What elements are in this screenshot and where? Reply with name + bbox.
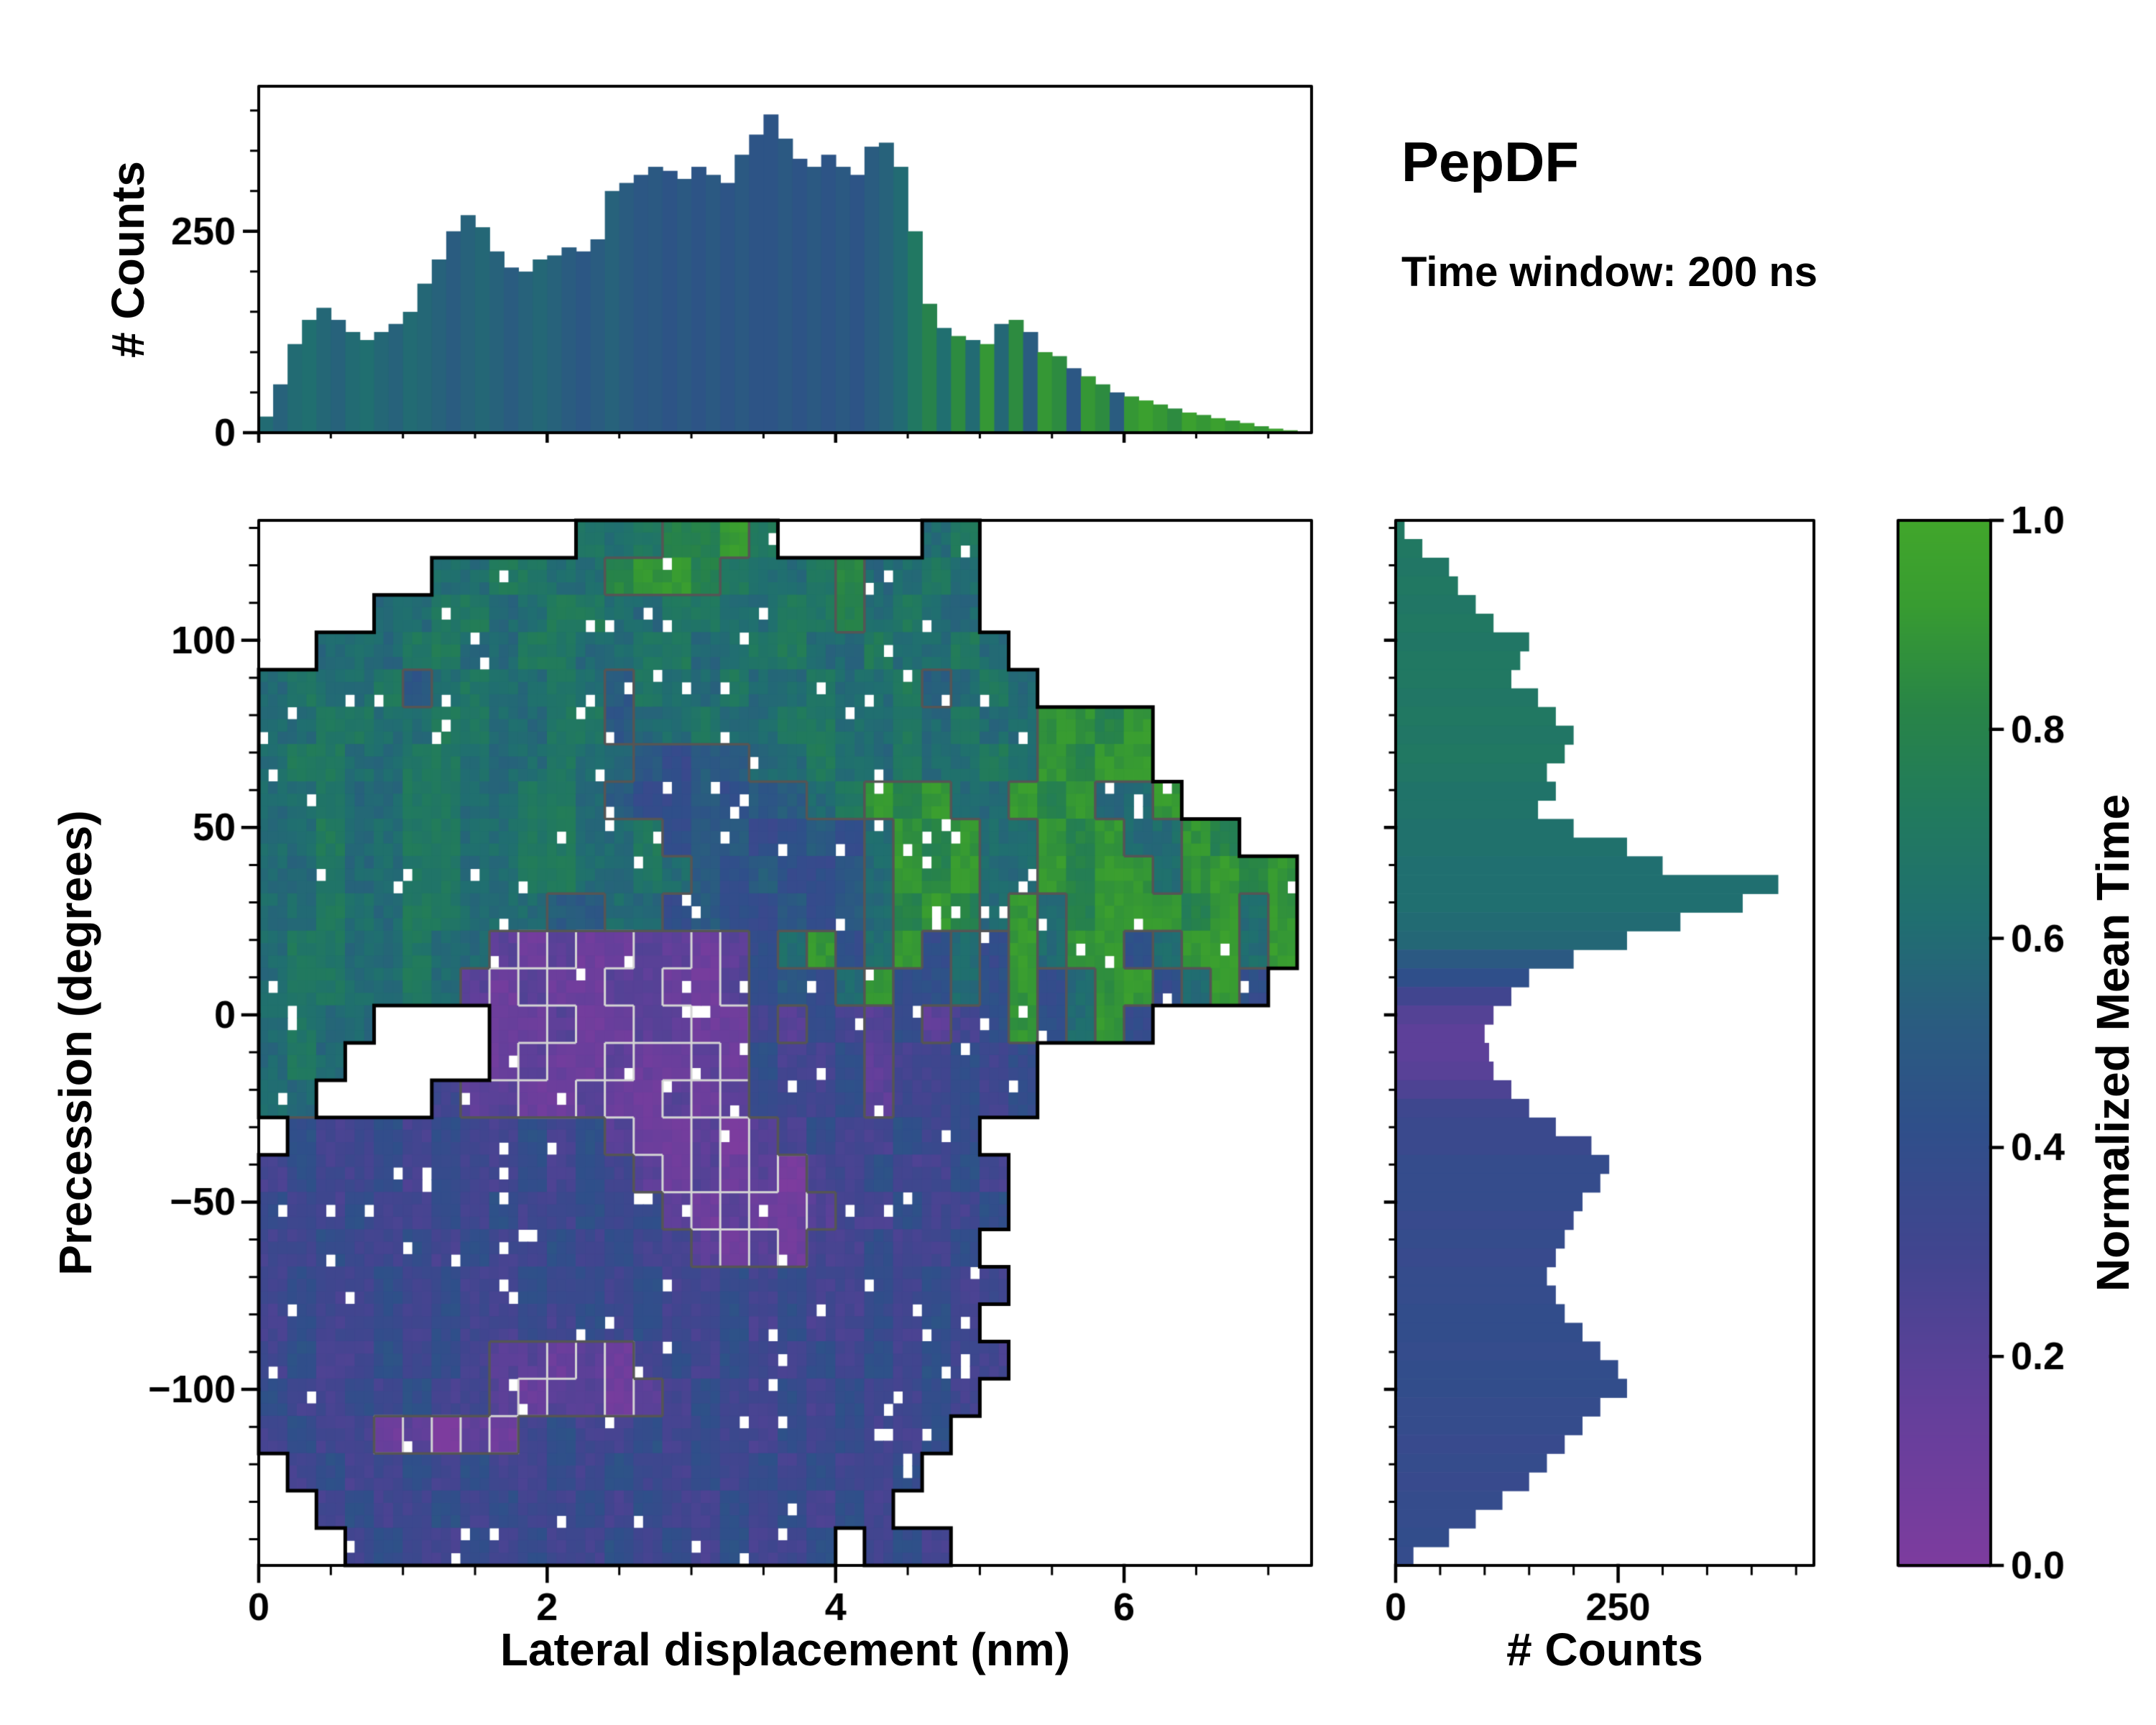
main-y-axis-label: Precession (degrees) xyxy=(50,810,101,1276)
right-hist-x-axis-label: # Counts xyxy=(1506,1624,1703,1675)
figure-subtitle: Time window: 200 ns xyxy=(1401,249,1818,295)
main-x-axis-label: Lateral displacement (nm) xyxy=(499,1624,1071,1675)
colorbar-label: Normalized Mean Time xyxy=(2087,794,2139,1292)
top-hist-y-axis-label: # Counts xyxy=(102,161,154,358)
figure-title: PepDF xyxy=(1401,130,1580,193)
